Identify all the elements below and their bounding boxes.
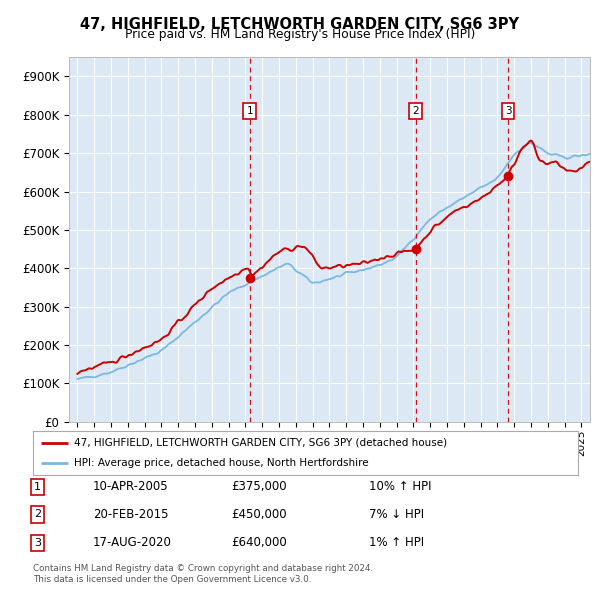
Text: Price paid vs. HM Land Registry's House Price Index (HPI): Price paid vs. HM Land Registry's House … <box>125 28 475 41</box>
Text: 10% ↑ HPI: 10% ↑ HPI <box>369 480 431 493</box>
Text: 2: 2 <box>34 510 41 519</box>
Text: 3: 3 <box>34 538 41 548</box>
Text: 3: 3 <box>505 106 511 116</box>
Text: HPI: Average price, detached house, North Hertfordshire: HPI: Average price, detached house, Nort… <box>74 458 368 468</box>
Text: 47, HIGHFIELD, LETCHWORTH GARDEN CITY, SG6 3PY: 47, HIGHFIELD, LETCHWORTH GARDEN CITY, S… <box>80 17 520 31</box>
Text: £375,000: £375,000 <box>231 480 287 493</box>
Text: 17-AUG-2020: 17-AUG-2020 <box>93 536 172 549</box>
Text: £450,000: £450,000 <box>231 508 287 521</box>
Text: 47, HIGHFIELD, LETCHWORTH GARDEN CITY, SG6 3PY (detached house): 47, HIGHFIELD, LETCHWORTH GARDEN CITY, S… <box>74 438 447 448</box>
Text: 1: 1 <box>34 482 41 491</box>
Text: 2: 2 <box>412 106 419 116</box>
Text: Contains HM Land Registry data © Crown copyright and database right 2024.: Contains HM Land Registry data © Crown c… <box>33 565 373 573</box>
Text: 7% ↓ HPI: 7% ↓ HPI <box>369 508 424 521</box>
Text: This data is licensed under the Open Government Licence v3.0.: This data is licensed under the Open Gov… <box>33 575 311 584</box>
Text: 1: 1 <box>247 106 253 116</box>
Text: £640,000: £640,000 <box>231 536 287 549</box>
Text: 20-FEB-2015: 20-FEB-2015 <box>93 508 169 521</box>
Text: 1% ↑ HPI: 1% ↑ HPI <box>369 536 424 549</box>
Text: 10-APR-2005: 10-APR-2005 <box>93 480 169 493</box>
